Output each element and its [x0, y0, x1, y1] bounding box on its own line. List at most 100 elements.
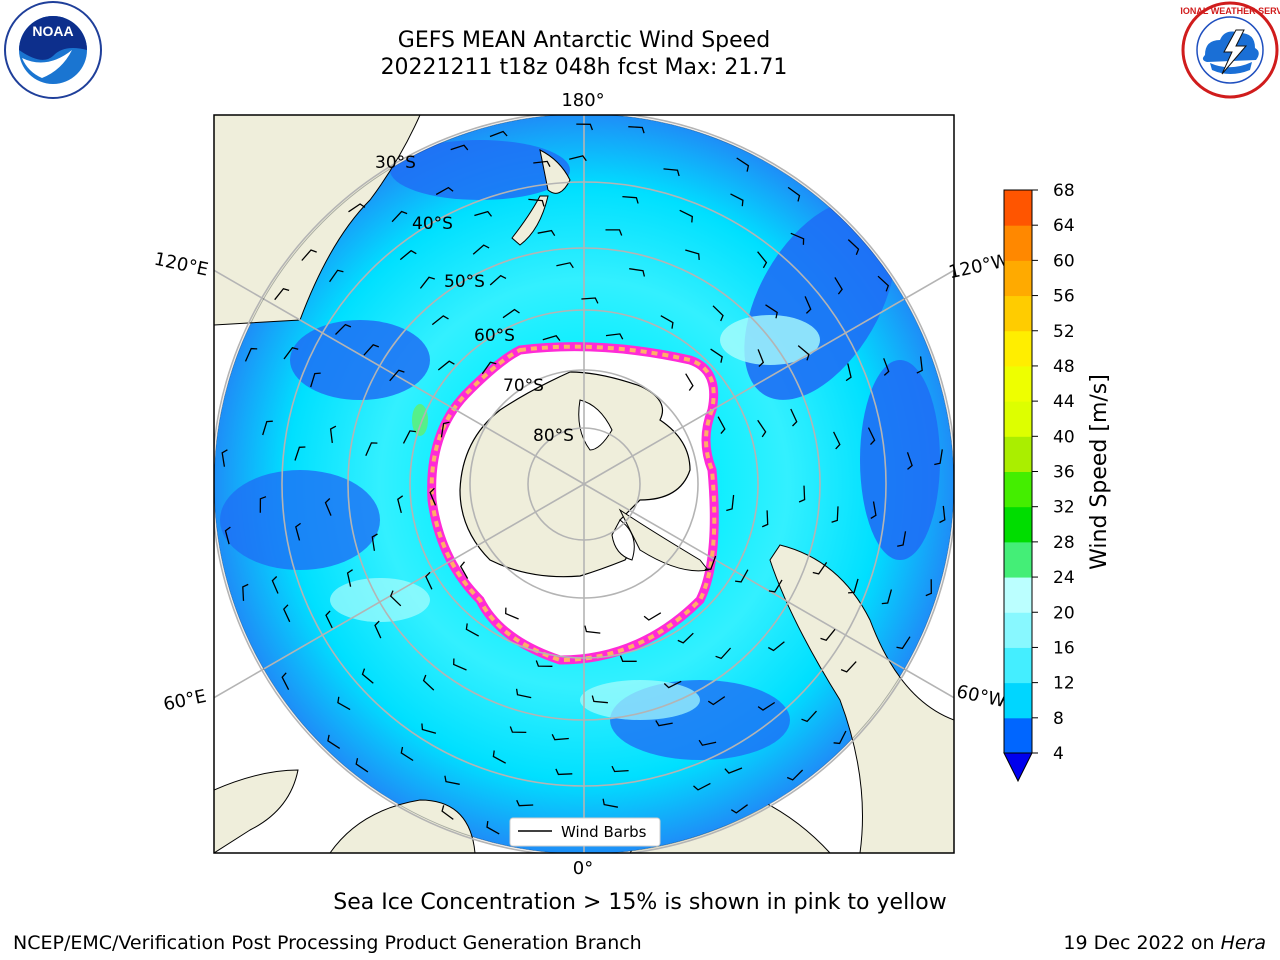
wind-barb — [801, 710, 817, 723]
lon-label-120e: 120°E — [152, 249, 210, 281]
wind-barb — [663, 168, 680, 177]
lon-label-0: 0° — [573, 858, 593, 879]
wind-barb — [730, 193, 744, 207]
wind-barb — [679, 209, 693, 223]
wind-barb — [283, 346, 299, 360]
wind-barb — [465, 623, 480, 637]
wind-barb — [453, 658, 467, 671]
wind-barb — [724, 767, 743, 774]
wind-barb — [244, 347, 258, 362]
colorbar-tick-label: 64 — [1053, 216, 1075, 236]
wind-barb — [939, 505, 946, 524]
wind-barb — [584, 625, 601, 634]
wind-barb — [797, 345, 810, 361]
wind-barb — [881, 589, 893, 605]
wind-barb — [685, 249, 700, 260]
wind-barb — [726, 494, 735, 512]
wind-barb — [295, 522, 301, 541]
national-weather-service-logo: NATIONAL WEATHER SERVICE — [1180, 1, 1280, 99]
wind-barb — [736, 157, 750, 172]
lon-label-120w: 120°W — [947, 250, 1011, 283]
wind-barb — [242, 583, 249, 601]
wind-barb — [757, 701, 776, 711]
colorbar-segment — [1004, 225, 1032, 261]
colorbar-tick-label: 56 — [1053, 287, 1075, 307]
wind-barb — [294, 446, 306, 461]
wind-barb — [262, 420, 273, 436]
wind-barb — [831, 506, 839, 523]
wind-barb — [761, 510, 769, 528]
wind-barb — [537, 229, 556, 237]
antarctica-landmass — [459, 371, 691, 578]
wind-barb — [840, 661, 857, 673]
wind-barb — [704, 555, 717, 570]
colorbar-tick-label: 60 — [1053, 251, 1075, 271]
wind-barb — [581, 297, 599, 304]
colorbar-tick-label: 40 — [1053, 427, 1075, 447]
wind-barb — [431, 315, 449, 326]
wind-barb — [391, 210, 408, 223]
wind-barb — [363, 344, 380, 356]
wind-barbs — [221, 123, 946, 844]
wind-barb — [867, 427, 876, 446]
wind-barb — [787, 186, 801, 202]
wind-barb — [474, 210, 493, 217]
colorbar-segment — [1004, 506, 1032, 543]
wind-barb — [906, 452, 913, 470]
wind-barb — [757, 251, 768, 269]
wind-barb — [324, 498, 332, 516]
low-wind-band — [860, 360, 940, 560]
date-stamp: 19 Dec 2022 on Hera — [1063, 932, 1266, 954]
wind-barb — [551, 734, 569, 741]
wind-barb — [925, 579, 932, 597]
wind-barb — [371, 533, 378, 551]
wind-barb — [348, 203, 366, 213]
wind-barb — [259, 496, 267, 513]
lon-label-180: 180° — [561, 90, 604, 111]
wind-barb — [717, 416, 726, 435]
noaa-logo-text: NOAA — [32, 23, 73, 39]
wind-barb — [735, 569, 749, 583]
lat-label-40s: 40°S — [412, 214, 453, 234]
wind-barb-legend: Wind Barbs — [509, 817, 661, 847]
wind-barb — [374, 620, 382, 639]
wind-barb — [757, 419, 767, 438]
wind-barb — [591, 695, 608, 704]
wind-barb — [361, 668, 374, 684]
wind-barb — [337, 696, 351, 711]
wind-barb — [486, 821, 500, 835]
colorbar-segment — [1004, 612, 1032, 648]
colorbar-tick-label: 12 — [1053, 674, 1075, 694]
wind-barb — [798, 485, 806, 503]
wind-barb — [934, 449, 943, 466]
wind-barb — [555, 768, 573, 776]
wind-barb — [329, 425, 337, 443]
wind-barb — [848, 578, 859, 594]
wind-barb — [786, 769, 804, 781]
wind-barb — [489, 130, 508, 138]
colorbar-segment — [1004, 365, 1032, 402]
colorbar-tick-label: 20 — [1053, 603, 1075, 623]
colorbar-tick-label: 8 — [1053, 709, 1064, 729]
wind-barb — [685, 373, 694, 391]
colorbar-tick-label: 28 — [1053, 533, 1075, 553]
host-name: Hera — [1220, 932, 1266, 954]
wind-barb — [459, 561, 469, 579]
wind-barb — [221, 449, 228, 467]
wind-barb — [389, 369, 405, 382]
colorbar-tick-label: 4 — [1053, 744, 1064, 764]
madagascar-landmass — [214, 769, 299, 853]
wind-barb — [450, 144, 469, 151]
map-subtitle: 20221211 t18z 048h fcst Max: 21.71 — [380, 55, 788, 80]
wind-barb — [283, 604, 291, 623]
colorbar-segment — [1004, 436, 1032, 472]
max-wind-patch — [412, 404, 428, 436]
colorbar-segment — [1004, 541, 1032, 578]
high-wind-patch — [720, 315, 820, 365]
lat-label-50s: 50°S — [444, 272, 485, 292]
wind-barb — [847, 239, 860, 256]
wind-barb — [629, 268, 646, 277]
wind-barb — [660, 315, 674, 329]
colorbar-tick-label: 36 — [1053, 463, 1075, 483]
